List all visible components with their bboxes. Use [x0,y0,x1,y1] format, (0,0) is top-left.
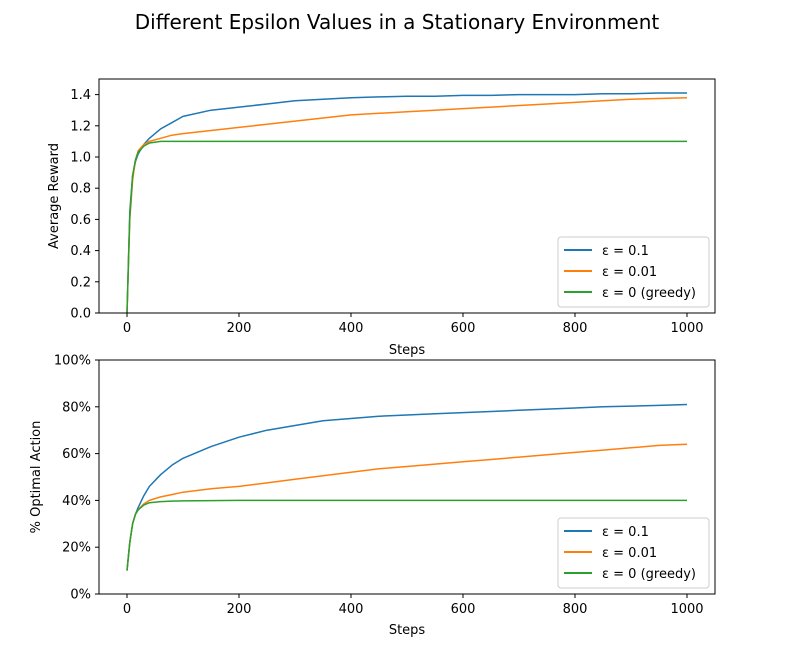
reward-x-tick-label: 800 [563,321,588,336]
optimal-action-y-tick-label: 40% [62,494,91,509]
reward-legend-label-1: ε = 0.01 [602,265,657,280]
reward-y-tick-label: 1.4 [70,88,91,103]
reward-axes-frame [98,78,716,314]
optimal-action-x-tick-label: 1000 [670,602,703,617]
optimal-action-lines [126,403,688,571]
reward-x-tick-label: 600 [451,321,476,336]
optimal-action-y-ticks: 0% 20% 40% 60% 80% 100% [54,354,99,603]
reward-lines [126,92,688,314]
optimal-action-x-tick-label: 600 [451,602,476,617]
optimal-action-y-tick-label: 60% [62,447,91,462]
optimal-action-y-tick-label: 20% [62,541,91,556]
reward-legend-label-2: ε = 0 (greedy) [602,286,696,301]
reward-x-tick-label: 200 [227,321,252,336]
optimal-action-x-tick-label: 200 [227,602,252,617]
reward-y-tick-label: 0.8 [70,182,91,197]
optimal-action-y-tick-label: 80% [62,400,91,415]
reward-legend-box [557,236,710,308]
optimal-action-axes-frame [98,359,716,595]
optimal-action-x-tick-label: 0 [123,602,131,617]
optimal-action-legend-box [557,517,710,589]
reward-y-tick-label: 0.6 [70,213,91,228]
optimal-action-y-tick-label: 0% [70,588,91,603]
reward-y-tick-label: 1.2 [70,119,91,134]
reward-x-ticks: 0 200 400 600 800 1000 [123,313,704,336]
reward-subplot: 0 200 400 600 800 1000 0.0 0.2 0.4 0.6 0.8 1.0 1.2 1… [47,78,716,358]
optimal-action-x-label: Steps [389,623,426,638]
optimal-action-series-line-0 [126,403,688,571]
optimal-action-series-line-2 [126,499,687,571]
optimal-action-x-ticks: 0 200 400 600 800 1000 [123,594,704,617]
reward-y-tick-label: 0.4 [70,244,91,259]
reward-x-tick-label: 400 [339,321,364,336]
reward-y-tick-label: 0.2 [70,275,91,290]
reward-legend-label-0: ε = 0.1 [602,244,649,259]
reward-y-label: Average Reward [47,143,62,249]
reward-legend: ε = 0.1 ε = 0.01 ε = 0 (greedy) [557,236,710,308]
reward-x-tick-label: 0 [123,321,131,336]
reward-series-line-1 [126,96,688,314]
optimal-action-subplot: 0 200 400 600 800 1000 0% 20% 40% 60% 80% 100% Ste… [29,354,716,638]
optimal-action-y-label: % Optimal Action [29,421,44,534]
reward-y-ticks: 0.0 0.2 0.4 0.6 0.8 1.0 1.2 1.4 [70,88,99,322]
optimal-action-legend: ε = 0.1 ε = 0.01 ε = 0 (greedy) [557,517,710,589]
optimal-action-legend-label-0: ε = 0.1 [602,525,649,540]
optimal-action-legend-label-2: ε = 0 (greedy) [602,567,696,582]
reward-y-tick-label: 1.0 [70,151,91,166]
optimal-action-y-tick-label: 100% [54,354,91,369]
reward-series-line-2 [126,140,687,314]
reward-x-label: Steps [389,343,426,358]
optimal-action-x-tick-label: 800 [563,602,588,617]
optimal-action-x-tick-label: 400 [339,602,364,617]
reward-y-tick-label: 0.0 [70,307,91,322]
optimal-action-legend-label-1: ε = 0.01 [602,546,657,561]
reward-x-tick-label: 1000 [670,321,703,336]
figure-title: Different Epsilon Values in a Stationary… [135,10,660,34]
